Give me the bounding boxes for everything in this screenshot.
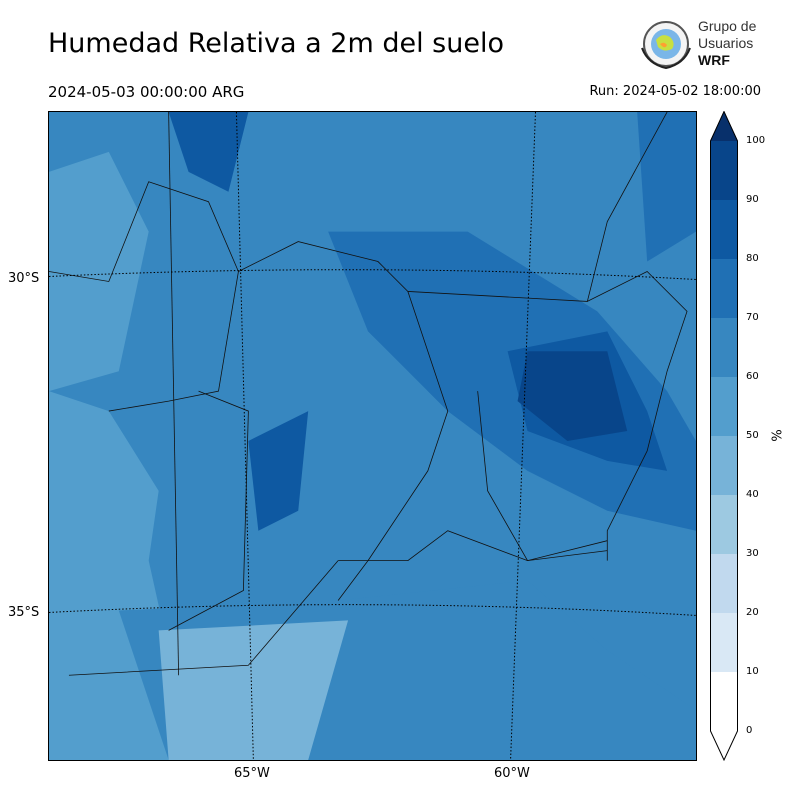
colorbar-outline	[710, 111, 738, 761]
map-title: Humedad Relativa a 2m del suelo	[48, 28, 504, 59]
province-borders	[49, 112, 688, 676]
colorbar-bin	[710, 554, 738, 613]
graticule	[49, 112, 696, 760]
region-sierras	[248, 411, 309, 531]
parallel-35s	[49, 604, 696, 616]
colorbar-tick-label: 0	[746, 725, 753, 736]
colorbar-under-arrow	[710, 731, 738, 760]
globe-emblem-icon	[641, 21, 691, 70]
colorbar-bin	[710, 436, 738, 495]
lon-label-65w: 65°W	[234, 766, 270, 781]
colorbar-tick-label: 60	[746, 371, 759, 382]
lat-label-30s: 30°S	[8, 271, 40, 286]
colorbar-tick-label: 80	[746, 253, 759, 264]
colorbar-bin	[710, 200, 738, 259]
colorbar-tick-label: 100	[746, 135, 766, 146]
colorbar-bin	[710, 318, 738, 377]
colorbar-bin	[710, 495, 738, 554]
colorbar-tick-label: 90	[746, 194, 759, 205]
colorbar-bin	[710, 141, 738, 200]
colorbar-bin	[710, 672, 738, 731]
lat-label-35s: 35°S	[8, 605, 40, 620]
lon-label-60w: 60°W	[494, 766, 530, 781]
region-northeast-corner	[637, 112, 696, 262]
colorbar-unit: %	[770, 429, 786, 442]
colorbar-tick-label: 50	[746, 430, 759, 441]
colorbar-tick-label: 30	[746, 548, 759, 559]
logo-text-2: Usuarios	[698, 35, 754, 51]
colorbar	[710, 111, 738, 761]
colorbar-bin	[710, 613, 738, 672]
wrf-logo: Grupo de Usuarios WRF	[638, 16, 760, 70]
humidity-map	[48, 111, 697, 761]
colorbar-bin	[710, 259, 738, 318]
valid-time: 2024-05-03 00:00:00 ARG	[48, 83, 245, 101]
region-dry-southwest	[158, 620, 349, 760]
colorbar-tick-label: 20	[746, 607, 759, 618]
colorbar-tick-label: 40	[746, 489, 759, 500]
logo-text-3: WRF	[698, 52, 730, 68]
run-time: Run: 2024-05-02 18:00:00	[589, 84, 761, 99]
colorbar-tick-label: 10	[746, 666, 759, 677]
colorbar-tick-label: 70	[746, 312, 759, 323]
region-max-humidity	[517, 351, 628, 441]
parallel-30s	[49, 269, 696, 280]
region-andes-north	[168, 112, 249, 192]
colorbar-bin	[710, 377, 738, 436]
logo-text-1: Grupo de	[698, 18, 757, 34]
region-northwest	[49, 151, 149, 392]
colorbar-over-arrow	[710, 111, 738, 141]
